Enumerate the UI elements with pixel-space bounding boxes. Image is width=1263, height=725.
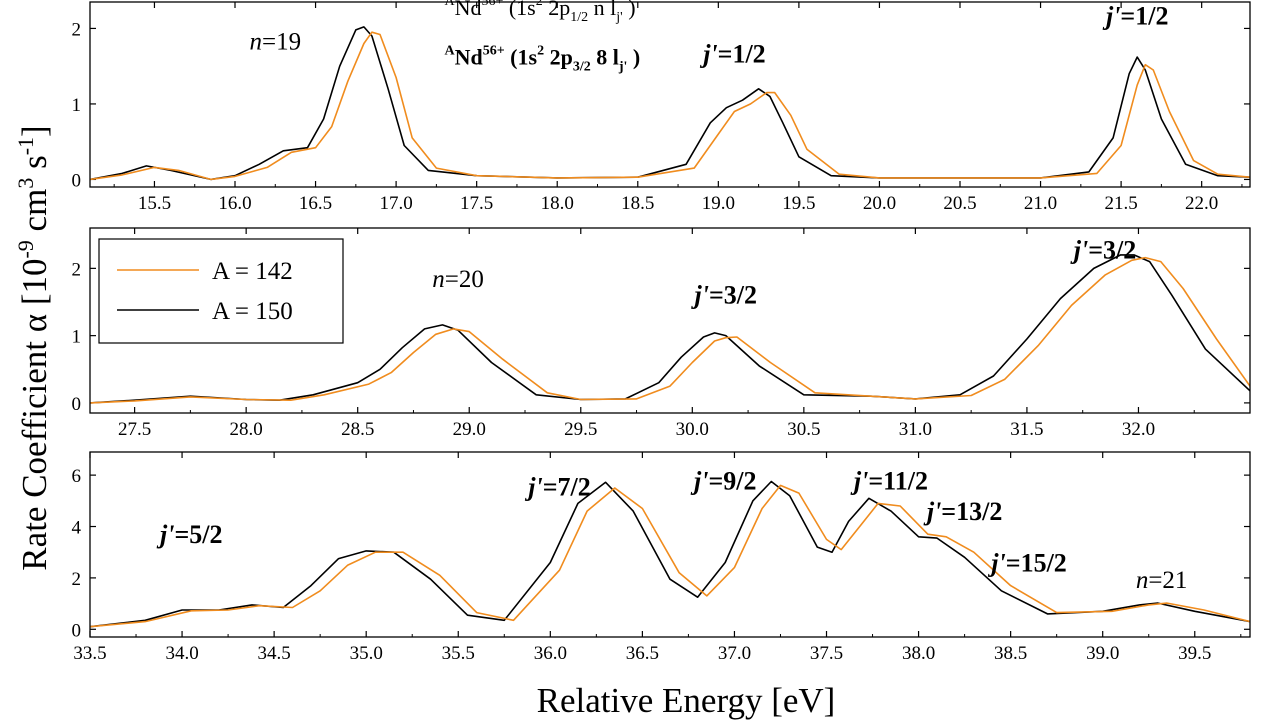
y-tick-label: 6 [72,466,82,487]
series-line-150 [90,254,1250,404]
panel-frame [89,227,1251,414]
x-tick-label: 17.0 [379,193,412,214]
legend-label-a142: A = 142 [212,258,293,285]
x-tick-label: 22.0 [1185,193,1218,214]
x-tick-label: 35.5 [442,643,475,664]
x-tick-label: 30.5 [787,419,820,440]
x-tick-label: 28.0 [230,419,263,440]
y-tick-label: 0 [72,394,82,415]
panel-frame [89,1,1251,188]
annotation-j-label: j'=3/2 [1070,235,1137,264]
x-tick-label: 17.5 [460,193,493,214]
annotation-j-label: j'=15/2 [987,548,1067,577]
x-tick-label: 30.0 [676,419,709,440]
y-tick-label: 0 [72,170,82,191]
x-tick-label: 16.0 [218,193,251,214]
panels-group: 15.5 16.0 16.5 17.0 17.5 18.0 18.5 19.0 19.5 20.0… [72,0,1251,664]
x-tick-label: 31.0 [899,419,932,440]
y-tick-label: 1 [72,327,82,348]
x-tick-label: 29.0 [453,419,486,440]
annotation-ion-config: ANd56+ (1s2 2p1/2 n lj' ) [444,0,635,25]
annotation-j-label: j'=1/2 [1102,2,1169,31]
x-tick-label: 21.5 [1104,193,1137,214]
x-tick-label: 28.5 [341,419,374,440]
svg-text:Rate Coefficient α [10-9 cm3 s: Rate Coefficient α [10-9 cm3 s-1] [13,125,54,570]
x-tick-label: 16.5 [299,193,332,214]
annotation-n-label: n=19 [249,29,301,56]
y-tick-label: 2 [72,259,82,280]
x-tick-label: 21.0 [1024,193,1057,214]
legend-label-a150: A = 150 [212,298,293,325]
x-tick-label: 18.0 [541,193,574,214]
x-tick-label: 37.0 [718,643,751,664]
x-tick-label: 39.5 [1178,643,1211,664]
legend-frame [98,238,344,344]
panel-2: 27.5 28.0 28.5 29.0 29.5 30.0 30.5 31.0 31.5 32.0… [72,227,1251,440]
y-tick-label: 1 [72,95,82,116]
x-tick-label: 38.0 [902,643,935,664]
annotation-n-label: n=20 [432,266,484,293]
x-tick-label: 20.5 [943,193,976,214]
y-tick-label: 2 [72,19,82,40]
legend: A = 142 A = 150 [98,238,344,344]
x-tick-label: 36.0 [534,643,567,664]
x-tick-label: 34.5 [258,643,291,664]
annotation-j-label: j'=11/2 [850,466,928,495]
y-tick-label: 2 [72,569,82,590]
annotation-j-label: j'=5/2 [156,520,223,549]
annotation-j-label: j'=1/2 [699,39,766,68]
annotation-ion-config-bold: ANd56+ (1s2 2p3/2 8 lj' ) [444,44,640,75]
x-tick-label: 20.0 [863,193,896,214]
y-tick-label: 4 [72,518,82,539]
x-tick-label: 15.5 [138,193,171,214]
x-tick-label: 32.0 [1122,419,1155,440]
x-tick-label: 34.0 [165,643,198,664]
y-axis-title: Rate Coefficient α [10-9 cm3 s-1] [13,125,54,570]
series-line-150 [90,480,1250,628]
x-tick-label: 29.5 [564,419,597,440]
x-axis-title: Relative Energy [eV] [537,681,836,720]
x-tick-label: 33.5 [73,643,106,664]
x-tick-label: 19.0 [702,193,735,214]
series-line-142 [90,31,1250,181]
annotation-j-label: j'=3/2 [691,280,758,309]
x-tick-label: 36.5 [626,643,659,664]
x-tick-label: 37.5 [810,643,843,664]
panel-3: 33.5 34.0 34.5 35.0 35.5 36.0 36.5 37.0 37.5 38.0… [72,451,1251,664]
panel-frame [89,451,1251,638]
x-tick-label: 35.0 [350,643,383,664]
annotation-j-label: j'=9/2 [690,466,757,495]
x-tick-label: 39.0 [1086,643,1119,664]
x-tick-label: 31.5 [1010,419,1043,440]
x-tick-label: 18.5 [621,193,654,214]
series-line-142 [90,256,1250,404]
series-line-142 [90,484,1250,628]
panel-1: 15.5 16.0 16.5 17.0 17.5 18.0 18.5 19.0 19.5 20.0… [72,0,1251,214]
x-tick-label: 38.5 [994,643,1027,664]
annotation-j-label: j'=13/2 [923,497,1003,526]
annotation-n-label: n=21 [1136,567,1188,594]
series-line-150 [90,26,1250,181]
x-tick-label: 27.5 [118,419,151,440]
y-tick-label: 0 [72,620,82,641]
x-tick-label: 19.5 [782,193,815,214]
annotation-j-label: j'=7/2 [524,473,591,502]
